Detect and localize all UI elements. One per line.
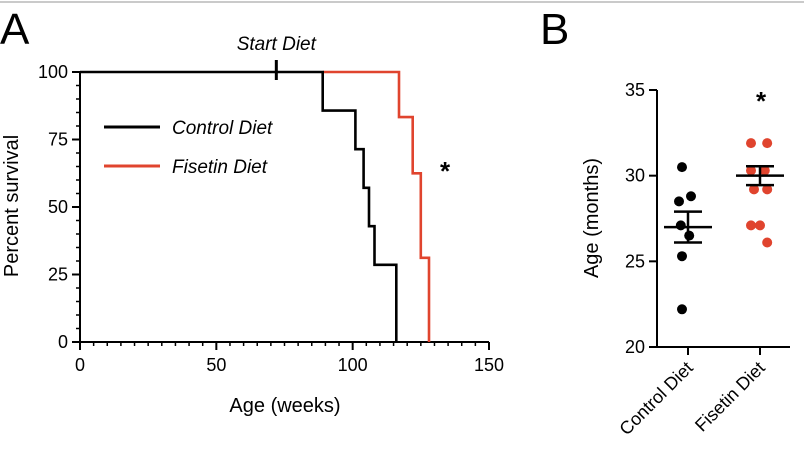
age-y-tick-label: 20 xyxy=(625,337,645,357)
age-category-label: Control Diet xyxy=(615,358,696,439)
survival-line-control xyxy=(80,70,398,342)
age-point-fisetin xyxy=(762,237,773,248)
survival-y-tick-label: 0 xyxy=(58,332,68,352)
age-point-fisetin xyxy=(755,220,765,231)
age-y-tick-label: 35 xyxy=(625,80,645,100)
age-point-control xyxy=(677,162,687,173)
age-significance-star: * xyxy=(756,86,767,116)
survival-y-tick-label: 25 xyxy=(48,265,68,285)
survival-series xyxy=(80,70,431,342)
age-point-control xyxy=(675,220,686,231)
age-ticks: 20 25 30 35 xyxy=(625,80,761,357)
age-point-control xyxy=(677,251,687,262)
survival-y-axis-label: Percent survival xyxy=(1,135,23,277)
survival-line-fisetin xyxy=(322,70,431,342)
age-point-control xyxy=(674,196,684,207)
survival-x-tick-label: 50 xyxy=(206,355,226,375)
survival-y-tick-label: 50 xyxy=(48,197,68,217)
age-point-fisetin xyxy=(759,165,770,176)
age-point-fisetin xyxy=(762,138,773,149)
panel-letter-a: A xyxy=(0,5,30,54)
age-mean-sem-bars xyxy=(664,164,784,244)
age-category-label: Fisetin Diet xyxy=(691,358,769,436)
survival-x-axis-label: Age (weeks) xyxy=(229,395,340,417)
survival-y-tick-label: 75 xyxy=(48,130,68,150)
survival-x-tick-label: 150 xyxy=(474,355,504,375)
age-y-axis-label: Age (months) xyxy=(581,158,603,278)
survival-x-tick-label: 100 xyxy=(338,355,368,375)
age-y-tick-label: 25 xyxy=(625,251,645,271)
survival-y-tick-label: 100 xyxy=(38,62,68,82)
legend-label-control: Control Diet xyxy=(172,118,273,139)
panel-letter-b: B xyxy=(540,5,569,54)
age-point-control xyxy=(686,191,696,202)
age-axes xyxy=(656,90,790,348)
age-point-fisetin xyxy=(746,138,756,149)
age-scatter-chart: 20 25 30 35 Age (months) * Control DietFise… xyxy=(581,80,790,439)
survival-axes xyxy=(79,72,489,343)
age-point-fisetin xyxy=(746,220,756,231)
survival-chart: 0 50 100 150 0 25 50 75 100 Age (weeks) Percent … xyxy=(1,34,504,417)
legend-label-fisetin: Fisetin Diet xyxy=(172,157,268,178)
start-diet-annotation: Start Diet xyxy=(237,34,317,55)
age-point-fisetin xyxy=(746,165,756,176)
survival-legend: Control Diet Fisetin Diet xyxy=(104,118,273,178)
age-point-control xyxy=(677,304,687,315)
age-point-fisetin xyxy=(762,184,773,195)
survival-x-tick-label: 0 xyxy=(75,355,85,375)
age-y-tick-label: 30 xyxy=(625,166,645,186)
survival-ticks: 0 50 100 150 0 25 50 75 100 xyxy=(38,62,504,375)
age-point-fisetin xyxy=(749,184,759,195)
survival-significance-star: * xyxy=(440,156,451,186)
